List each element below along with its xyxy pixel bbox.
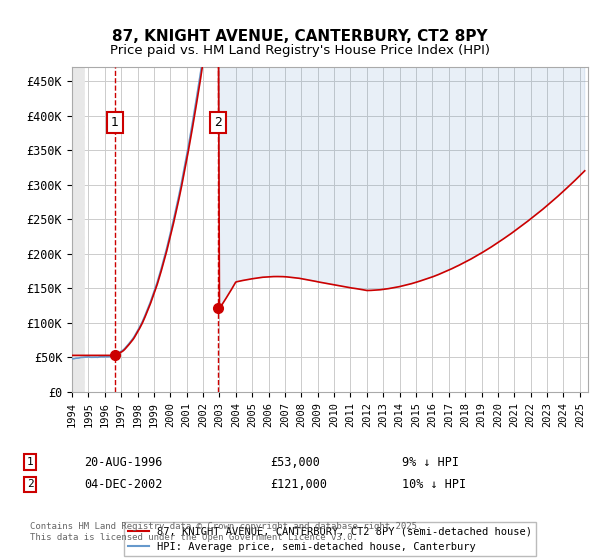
Text: 10% ↓ HPI: 10% ↓ HPI [402, 478, 466, 491]
Text: 1: 1 [26, 457, 34, 467]
Text: 20-AUG-1996: 20-AUG-1996 [84, 455, 163, 469]
Text: 9% ↓ HPI: 9% ↓ HPI [402, 455, 459, 469]
Text: 1: 1 [111, 116, 119, 129]
Text: 87, KNIGHT AVENUE, CANTERBURY, CT2 8PY: 87, KNIGHT AVENUE, CANTERBURY, CT2 8PY [112, 29, 488, 44]
Text: 2: 2 [26, 479, 34, 489]
Bar [72, 67, 84, 392]
Text: 04-DEC-2002: 04-DEC-2002 [84, 478, 163, 491]
Text: Price paid vs. HM Land Registry's House Price Index (HPI): Price paid vs. HM Land Registry's House … [110, 44, 490, 57]
Text: 2: 2 [214, 116, 222, 129]
Text: £53,000: £53,000 [270, 455, 320, 469]
Text: £121,000: £121,000 [270, 478, 327, 491]
Text: Contains HM Land Registry data © Crown copyright and database right 2025.
This d: Contains HM Land Registry data © Crown c… [30, 522, 422, 542]
Legend: 87, KNIGHT AVENUE, CANTERBURY, CT2 8PY (semi-detached house), HPI: Average price: 87, KNIGHT AVENUE, CANTERBURY, CT2 8PY (… [124, 522, 536, 556]
